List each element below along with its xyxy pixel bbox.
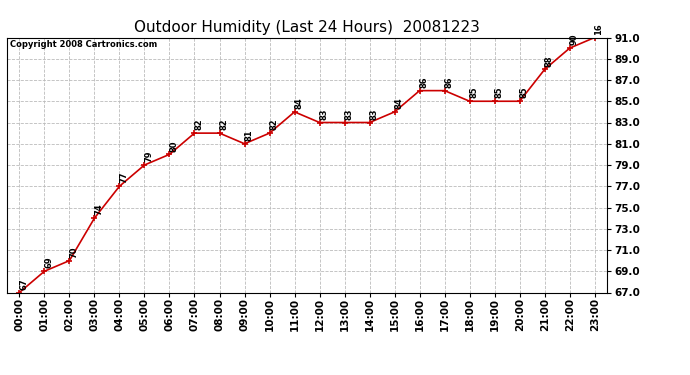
Text: 67: 67 — [19, 278, 28, 290]
Text: 85: 85 — [520, 87, 529, 99]
Text: 84: 84 — [394, 98, 403, 109]
Text: 69: 69 — [44, 257, 53, 268]
Text: 90: 90 — [569, 34, 578, 45]
Text: 82: 82 — [194, 119, 203, 130]
Text: 83: 83 — [369, 108, 378, 120]
Text: 86: 86 — [444, 76, 453, 88]
Text: 77: 77 — [119, 172, 128, 183]
Text: 82: 82 — [269, 119, 278, 130]
Text: 16: 16 — [594, 23, 603, 35]
Text: 83: 83 — [344, 108, 353, 120]
Text: 70: 70 — [69, 246, 78, 258]
Text: 88: 88 — [544, 55, 553, 67]
Text: 83: 83 — [319, 108, 328, 120]
Text: Copyright 2008 Cartronics.com: Copyright 2008 Cartronics.com — [10, 40, 157, 49]
Text: 85: 85 — [469, 87, 478, 99]
Text: 79: 79 — [144, 151, 153, 162]
Text: 82: 82 — [219, 119, 228, 130]
Text: 86: 86 — [420, 76, 428, 88]
Text: 80: 80 — [169, 140, 178, 152]
Text: 85: 85 — [494, 87, 503, 99]
Text: 74: 74 — [94, 204, 103, 215]
Text: 81: 81 — [244, 129, 253, 141]
Title: Outdoor Humidity (Last 24 Hours)  20081223: Outdoor Humidity (Last 24 Hours) 2008122… — [134, 20, 480, 35]
Text: 84: 84 — [294, 98, 303, 109]
